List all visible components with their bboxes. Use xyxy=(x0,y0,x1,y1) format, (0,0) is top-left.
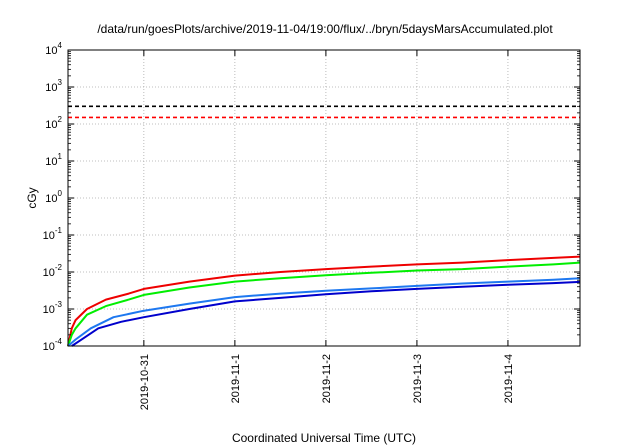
y-tick-label: 100 xyxy=(45,189,62,205)
series-lines xyxy=(67,255,581,347)
grid xyxy=(68,50,580,346)
y-axis-ticks: 10-4 10-3 10-2 10-1 100 101 102 103 104 xyxy=(43,41,580,353)
y-tick-label: 10-3 xyxy=(43,300,63,316)
y-tick-label: 104 xyxy=(45,41,62,57)
series-line xyxy=(67,255,581,347)
x-tick-label: 2019-10-31 xyxy=(139,354,151,410)
y-tick-label: 103 xyxy=(45,78,62,94)
x-axis-ticks: 2019-10-31 2019-11-1 2019-11-2 2019-11-3 201… xyxy=(139,50,515,410)
reference-lines xyxy=(68,105,580,119)
x-tick-label: 2019-11-3 xyxy=(412,354,424,403)
series-line xyxy=(67,277,581,347)
y-axis-label: cGy xyxy=(25,187,39,208)
chart-title: /data/run/goesPlots/archive/2019-11-04/1… xyxy=(97,22,553,36)
y-tick-label: 102 xyxy=(45,115,62,131)
x-tick-label: 2019-11-1 xyxy=(230,354,242,403)
y-tick-label: 10-2 xyxy=(43,263,63,279)
x-axis-label: Coordinated Universal Time (UTC) xyxy=(232,431,416,445)
series-line xyxy=(71,280,581,347)
x-tick-label: 2019-11-4 xyxy=(503,354,515,403)
y-tick-label: 101 xyxy=(45,152,62,168)
x-tick-label: 2019-11-2 xyxy=(321,354,333,403)
y-tick-label: 10-1 xyxy=(43,226,63,242)
series-line xyxy=(67,261,581,347)
y-tick-label: 10-4 xyxy=(43,337,63,353)
